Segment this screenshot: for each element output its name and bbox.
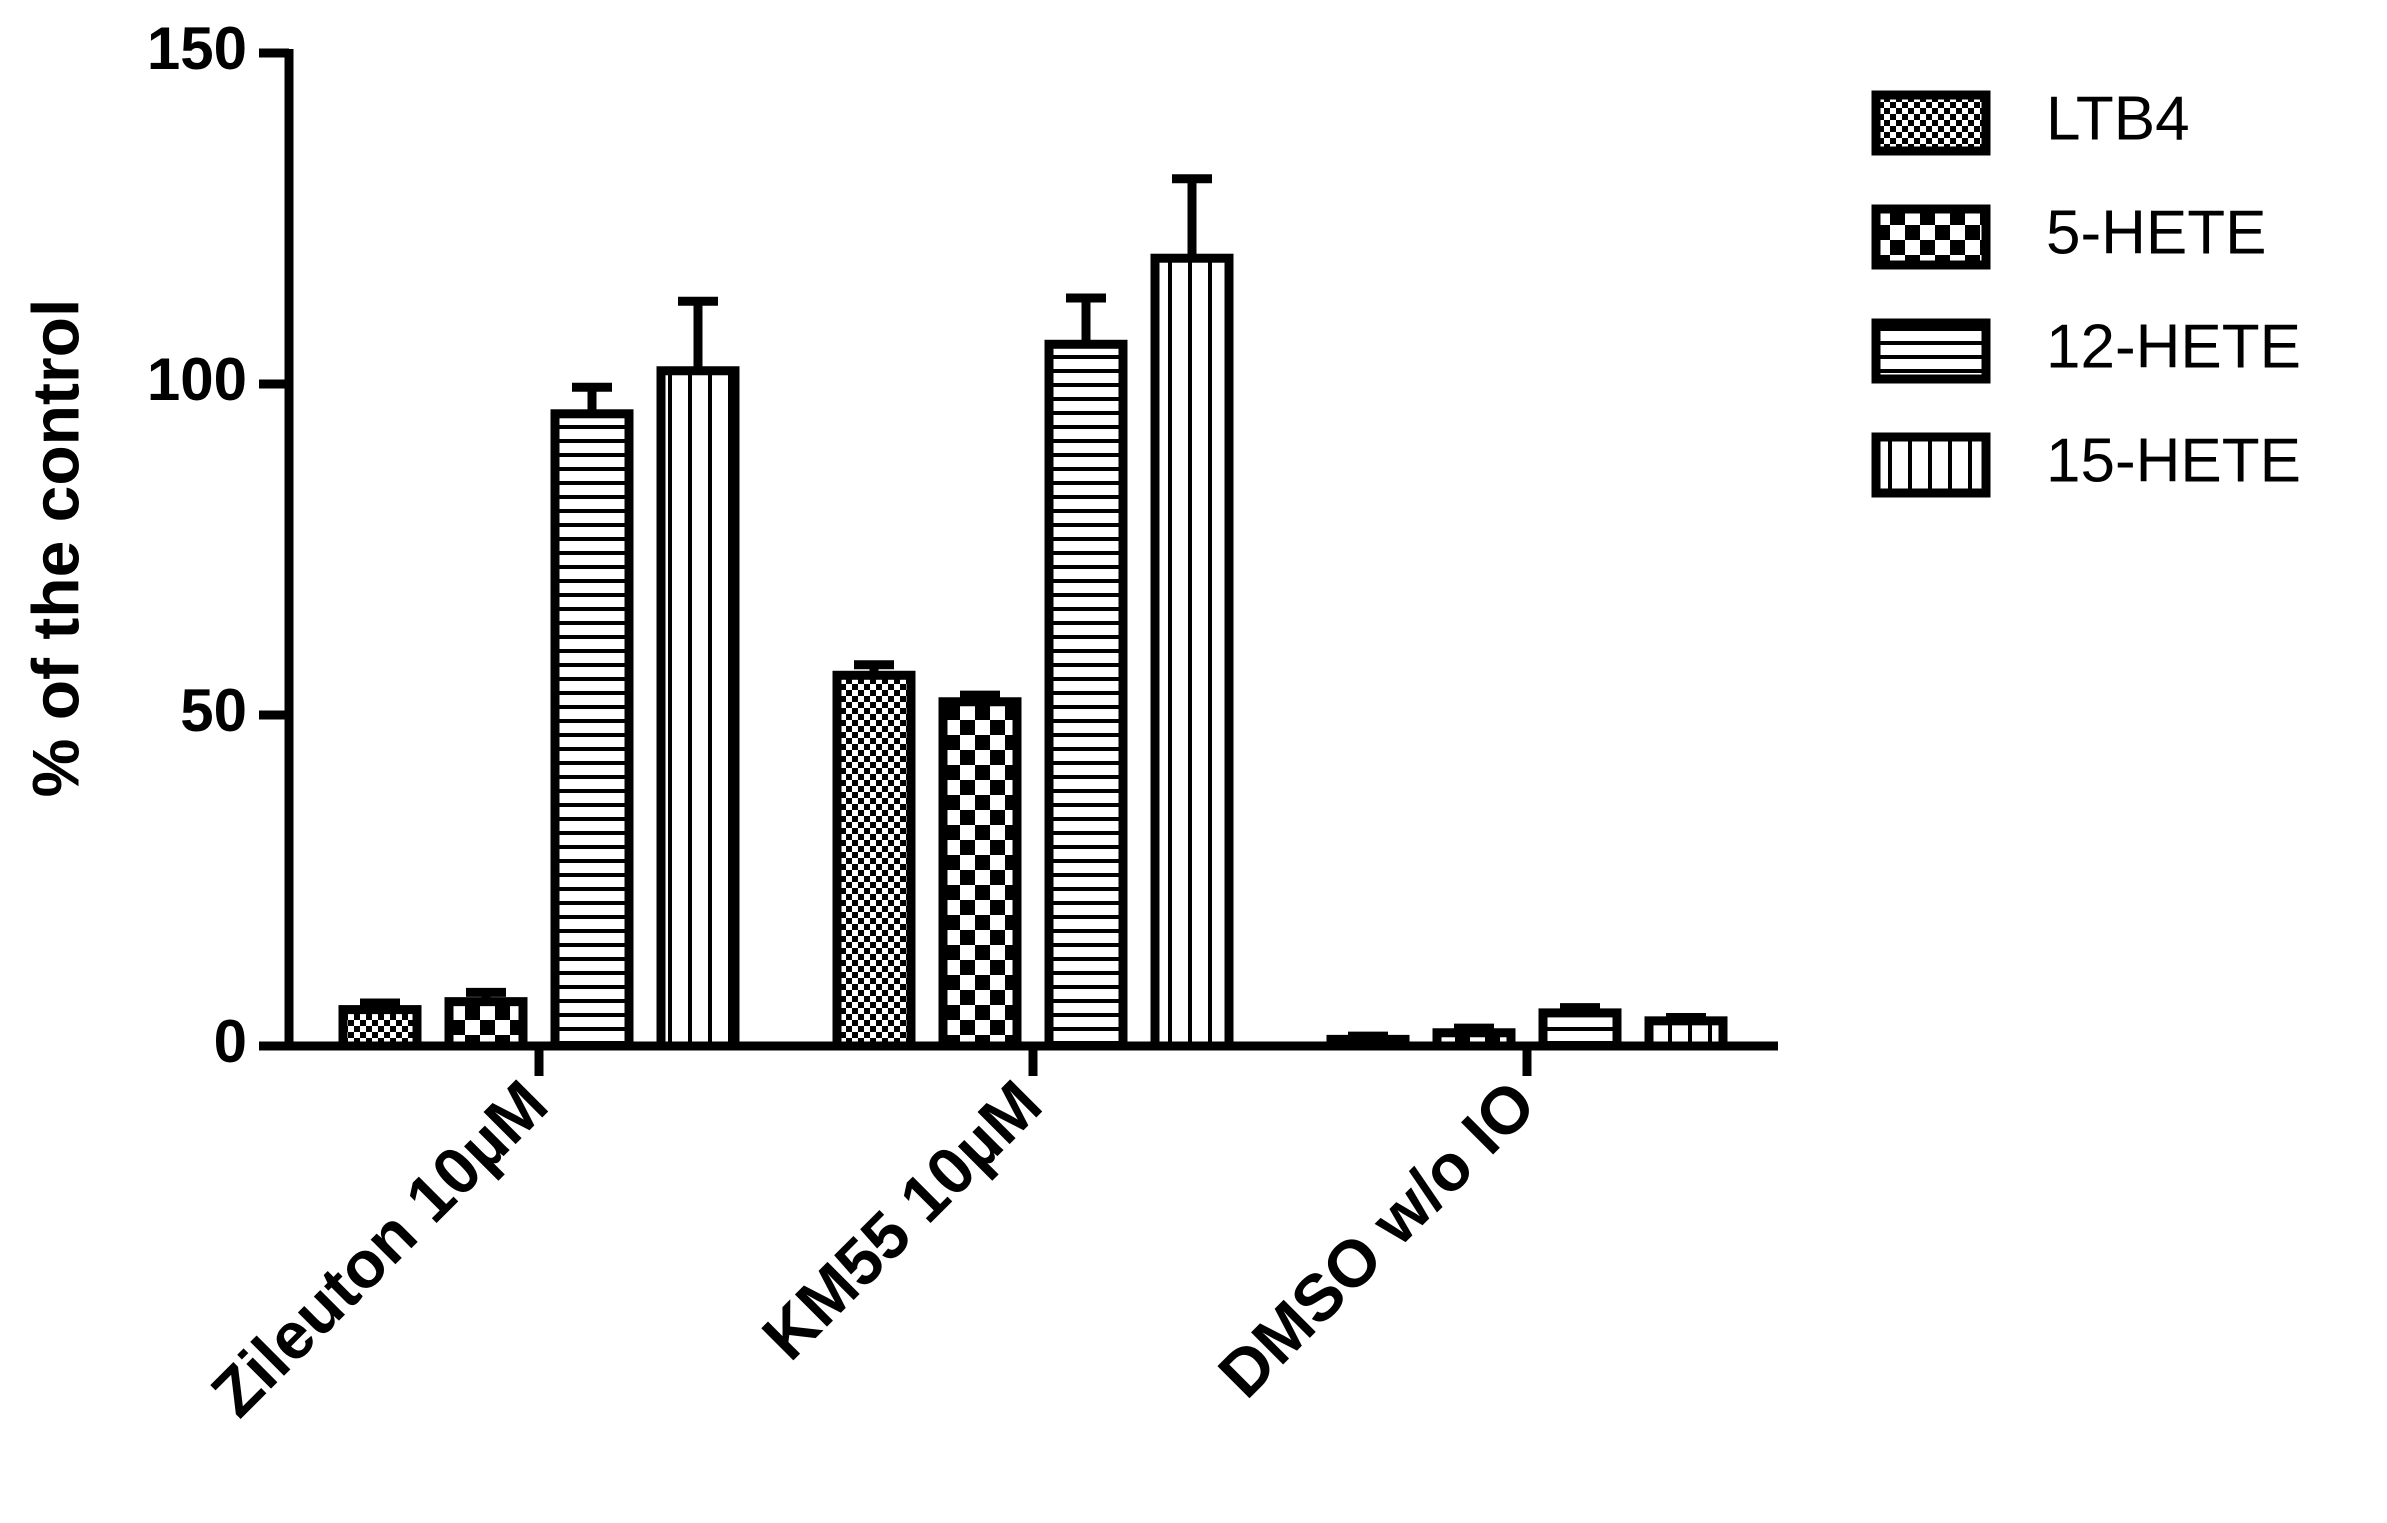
legend-swatch <box>1871 90 1991 156</box>
bar <box>338 1005 422 1051</box>
bar <box>656 366 740 1051</box>
y-tick-label: 150 <box>147 15 247 82</box>
x-tick-label: KM55 10µM <box>748 1066 1055 1373</box>
y-tick-label: 100 <box>147 346 247 413</box>
x-tick-label: DMSO w/o IO <box>1204 1066 1549 1411</box>
bar <box>1538 1008 1622 1051</box>
legend-label: 15-HETE <box>2046 426 2301 495</box>
bar <box>1326 1034 1410 1051</box>
legend-swatch <box>1871 318 1991 384</box>
legend-label: 12-HETE <box>2046 312 2301 381</box>
y-tick-label: 0 <box>214 1008 247 1075</box>
legend-label: LTB4 <box>2046 84 2190 153</box>
bar <box>1044 339 1128 1051</box>
bar <box>1432 1028 1516 1051</box>
legend-label: 5-HETE <box>2046 198 2266 267</box>
legend-swatch <box>1871 204 1991 270</box>
bar <box>1150 253 1234 1051</box>
bar <box>550 409 634 1051</box>
x-tick-label: Zileuton 10µM <box>197 1066 561 1430</box>
bar <box>938 697 1022 1051</box>
y-axis-label: % of the control <box>18 299 92 798</box>
y-tick-label: 50 <box>180 677 247 744</box>
bar <box>444 997 528 1051</box>
bar <box>832 670 916 1051</box>
legend-swatch <box>1871 432 1991 498</box>
bar <box>1644 1016 1728 1051</box>
